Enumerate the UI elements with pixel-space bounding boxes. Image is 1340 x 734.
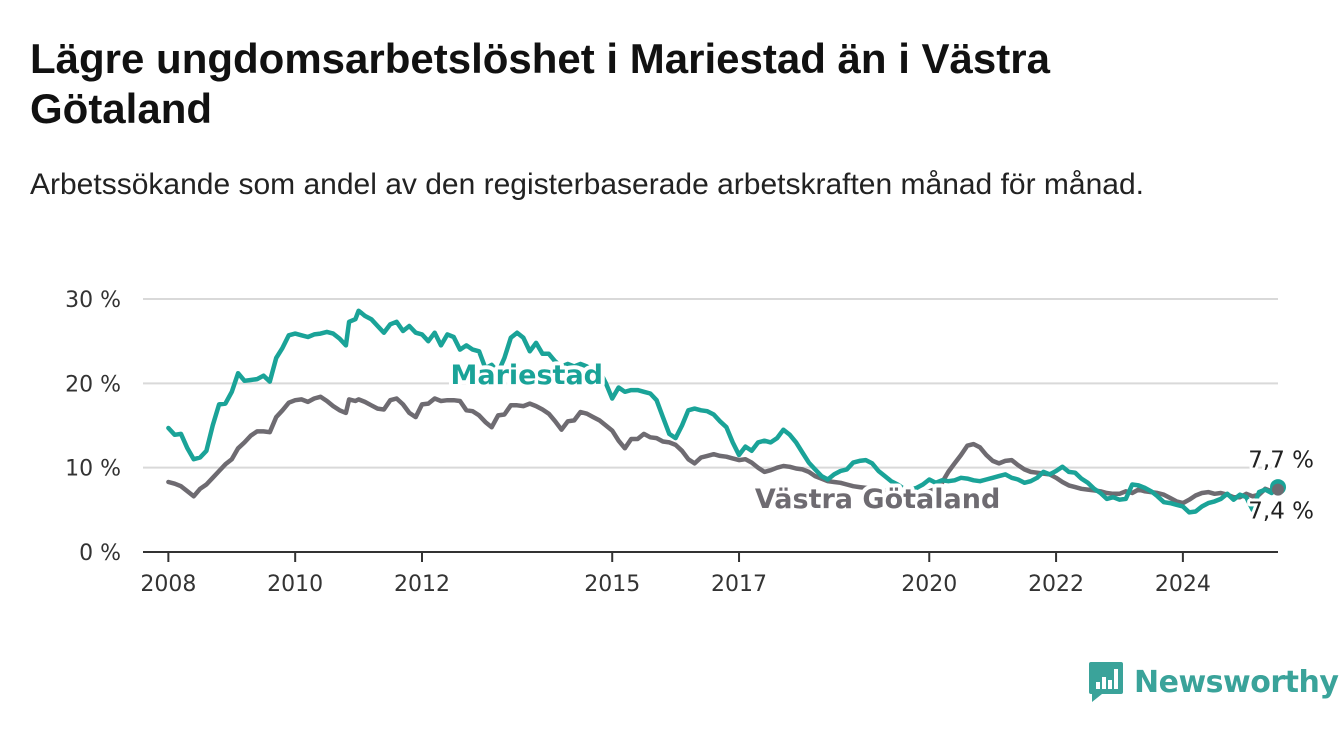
series-label-mariestad: Mariestad: [451, 360, 604, 391]
y-tick-label: 20 %: [65, 372, 121, 397]
brand-logo: Newsworthy: [1088, 660, 1339, 704]
series-line-mariestad: [166, 308, 1281, 515]
x-tick-label: 2017: [711, 572, 767, 597]
y-tick-label: 30 %: [65, 288, 121, 313]
x-tick-label: 2010: [267, 572, 323, 597]
chart-title: Lägre ungdomsarbetslöshet i Mariestad än…: [30, 35, 1050, 132]
newsworthy-logo-icon: [1089, 662, 1123, 702]
x-tick-label: 2008: [140, 572, 196, 597]
x-tick-label: 2012: [394, 572, 450, 597]
y-tick-label: 10 %: [65, 457, 121, 482]
x-tick-label: 2024: [1155, 572, 1211, 597]
end-label-vastra-gotaland: 7,4 %: [1248, 498, 1314, 524]
x-tick-label: 2020: [901, 572, 957, 597]
x-tick-label: 2015: [584, 572, 640, 597]
chart-subtitle: Arbetssökande som andel av den registerb…: [30, 168, 1144, 201]
series-label-vastra-gotaland: Västra Götaland: [755, 484, 1000, 515]
end-label-mariestad: 7,7 %: [1248, 448, 1314, 474]
end-point-vastra-gotaland: [1272, 483, 1284, 496]
brand-name: Newsworthy: [1134, 664, 1339, 700]
series-line-vastra-gotaland: [166, 394, 1281, 506]
x-tick-label: 2022: [1028, 572, 1084, 597]
y-tick-label: 0 %: [79, 541, 121, 566]
